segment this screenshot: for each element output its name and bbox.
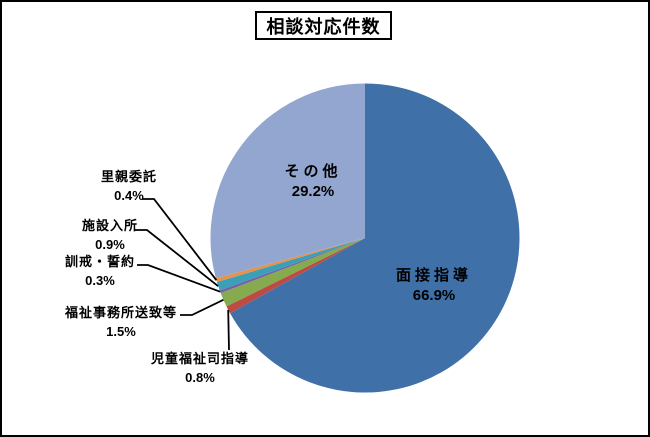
pie-slice-3 xyxy=(219,238,365,294)
slice-percent: 0.3% xyxy=(85,273,115,288)
pie-slice-2 xyxy=(220,238,365,307)
slice-label-kunkai-seiyaku: 訓戒・誓約 0.3% xyxy=(65,252,135,290)
slice-label-sonota: その他 29.2% xyxy=(284,162,341,202)
slice-name: 面接指導 xyxy=(395,267,473,284)
slice-percent: 66.9% xyxy=(412,287,456,304)
slice-label-shisetsu-nyuusho: 施設入所 0.9% xyxy=(82,216,138,254)
slice-name: その他 xyxy=(284,163,342,180)
slice-label-fukushi-jimusho: 福祉事務所送致等 1.5% xyxy=(65,303,177,341)
slice-percent: 1.5% xyxy=(106,324,136,339)
pie-slice-4 xyxy=(216,238,365,291)
leader-line-2 xyxy=(180,298,224,316)
pie-slice-1 xyxy=(226,238,365,314)
slice-name: 訓戒・誓約 xyxy=(64,254,136,269)
pie-slice-6 xyxy=(210,83,365,279)
slice-label-jidou-fukushishi: 児童福祉司指導 0.8% xyxy=(151,349,249,387)
slice-percent: 29.2% xyxy=(291,183,335,200)
slice-name: 児童福祉司指導 xyxy=(150,351,250,366)
pie-slice-5 xyxy=(215,238,365,283)
slice-name: 施設入所 xyxy=(81,218,139,233)
leader-line-1 xyxy=(227,309,230,351)
slice-percent: 0.9% xyxy=(95,237,125,252)
slice-label-mensetsu-shidou: 面接指導 66.9% xyxy=(396,266,472,306)
slice-name: 里親委託 xyxy=(100,169,158,184)
leader-line-4 xyxy=(134,229,219,287)
slice-percent: 0.4% xyxy=(114,188,144,203)
leader-line-5 xyxy=(142,198,218,281)
leader-line-3 xyxy=(137,264,221,293)
slice-label-satooya-itaku: 里親委託 0.4% xyxy=(101,167,157,205)
slice-name: 福祉事務所送致等 xyxy=(64,305,178,320)
pie-slice-0 xyxy=(230,83,520,393)
chart-title: 相談対応件数 xyxy=(255,11,392,40)
slice-percent: 0.8% xyxy=(185,370,215,385)
